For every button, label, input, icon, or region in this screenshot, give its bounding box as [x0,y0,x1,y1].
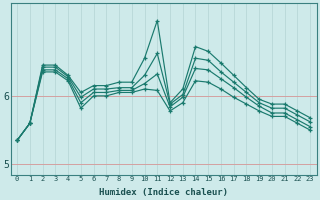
X-axis label: Humidex (Indice chaleur): Humidex (Indice chaleur) [99,188,228,197]
